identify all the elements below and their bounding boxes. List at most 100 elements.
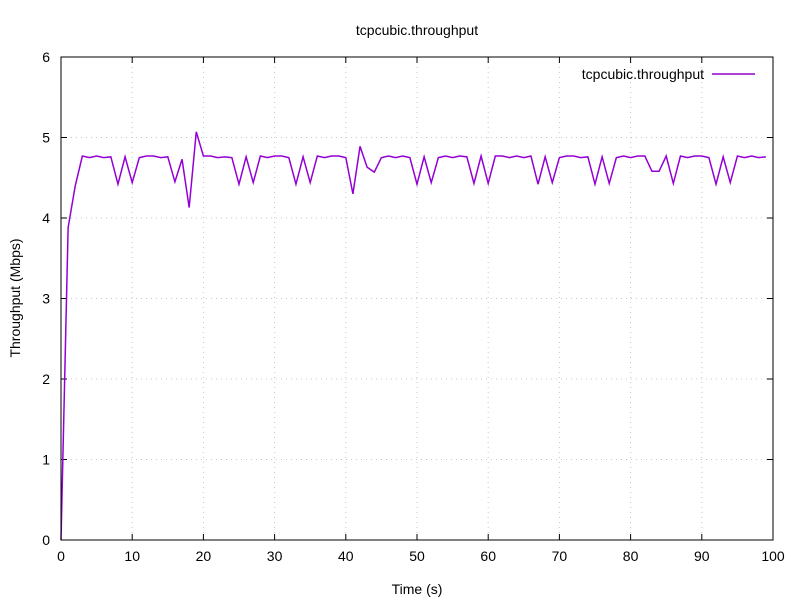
x-tick-label: 80 — [623, 548, 639, 564]
data-point — [217, 157, 219, 159]
tick-layer: 0 10 20 30 40 50 60 70 80 90 100 0 1 2 3 4 5 6 — [42, 49, 785, 564]
data-point — [459, 155, 461, 157]
data-point — [509, 157, 511, 159]
data-point — [438, 157, 440, 159]
data-point — [744, 157, 746, 159]
data-point — [160, 157, 162, 159]
series-line-0 — [60, 131, 766, 541]
data-point — [231, 157, 233, 159]
data-point — [402, 155, 404, 157]
data-point — [523, 157, 525, 159]
data-point — [630, 157, 632, 159]
data-point — [139, 157, 141, 159]
data-point — [89, 157, 91, 159]
data-point — [331, 155, 333, 157]
data-point — [673, 183, 675, 185]
data-point — [338, 155, 340, 157]
data-point — [651, 171, 653, 173]
data-point — [82, 155, 84, 157]
data-point — [373, 171, 375, 173]
data-point — [117, 183, 119, 185]
data-point — [637, 155, 639, 157]
data-point — [544, 156, 546, 158]
y-tick-label: 1 — [42, 452, 50, 468]
data-point — [238, 183, 240, 185]
series-layer — [60, 131, 766, 541]
x-tick-label: 10 — [124, 548, 140, 564]
chart-title: tcpcubic.throughput — [356, 22, 478, 38]
data-point — [502, 155, 504, 157]
data-point — [445, 155, 447, 157]
data-point — [110, 156, 112, 158]
data-point — [252, 182, 254, 184]
x-tick-label: 50 — [409, 548, 425, 564]
data-point — [573, 155, 575, 157]
data-point — [131, 182, 133, 184]
data-point — [758, 157, 760, 159]
data-point — [751, 155, 753, 157]
data-point — [260, 155, 262, 157]
data-point — [317, 155, 319, 157]
data-point — [203, 155, 205, 157]
data-point — [174, 181, 176, 183]
data-point — [352, 193, 354, 195]
legend: tcpcubic.throughput — [582, 66, 755, 82]
grid-layer — [61, 57, 773, 540]
data-point — [687, 157, 689, 159]
data-point — [551, 182, 553, 184]
data-point — [146, 155, 148, 157]
data-point — [694, 155, 696, 157]
data-point — [765, 156, 767, 158]
data-point — [67, 227, 69, 229]
data-point — [409, 157, 411, 159]
x-tick-label: 0 — [57, 548, 65, 564]
x-tick-label: 20 — [196, 548, 212, 564]
data-point — [167, 156, 169, 158]
data-point — [594, 183, 596, 185]
data-point — [195, 131, 197, 133]
data-point — [210, 155, 212, 157]
y-tick-label: 0 — [42, 532, 50, 548]
data-point — [452, 157, 454, 159]
data-point — [366, 166, 368, 168]
data-point — [737, 155, 739, 157]
data-point — [416, 183, 418, 185]
data-point — [359, 146, 361, 148]
x-tick-label: 60 — [480, 548, 496, 564]
data-point — [487, 183, 489, 185]
data-point — [516, 155, 518, 157]
data-point — [466, 156, 468, 158]
data-point — [224, 156, 226, 158]
data-point — [623, 155, 625, 157]
y-tick-label: 3 — [42, 291, 50, 307]
data-point — [74, 185, 76, 187]
x-tick-label: 70 — [552, 548, 568, 564]
data-point — [302, 156, 304, 158]
data-point — [530, 155, 532, 157]
data-point — [658, 171, 660, 173]
x-tick-label: 100 — [761, 548, 785, 564]
data-point — [580, 157, 582, 159]
data-point — [103, 157, 105, 159]
data-point — [423, 156, 425, 158]
y-tick-label: 6 — [42, 49, 50, 65]
data-point — [608, 183, 610, 185]
data-point — [587, 156, 589, 158]
data-point — [288, 157, 290, 159]
data-point — [345, 157, 347, 159]
data-point — [245, 156, 247, 158]
data-point — [616, 157, 618, 159]
data-point — [559, 157, 561, 159]
x-axis-label: Time (s) — [392, 581, 443, 597]
data-point — [644, 155, 646, 157]
data-point — [281, 155, 283, 157]
data-point — [181, 158, 183, 160]
data-point — [309, 182, 311, 184]
y-tick-label: 2 — [42, 371, 50, 387]
data-point — [566, 155, 568, 157]
y-tick-label: 4 — [42, 210, 50, 226]
data-point — [680, 155, 682, 157]
data-point — [324, 157, 326, 159]
data-point — [722, 156, 724, 158]
